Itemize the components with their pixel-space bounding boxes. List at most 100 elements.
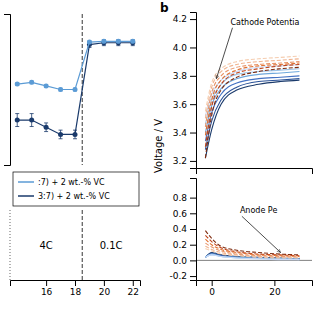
series-line [205,79,299,150]
tick: 3.8 [173,71,196,81]
tick-mark [190,47,196,48]
tick: -0.2 [169,271,196,281]
tick: 4.2 [173,14,196,24]
tick-label: 0 [209,287,215,297]
error-bar [44,123,48,132]
tick: 0.0 [173,256,196,266]
point [29,118,34,123]
point [58,132,63,137]
panel-label: b [160,1,169,15]
tick-mark [190,19,196,20]
tick-mark [190,76,196,77]
tick-label: 0.4 [173,224,188,234]
plot-area [205,56,299,158]
legend: :7) + 2 wt.-% VC3:7) + 2 wt.-% VC [13,172,139,206]
point [101,39,106,44]
tick: 22 [128,280,139,297]
tick-mark [212,280,213,286]
plot-area [10,14,135,165]
point [58,87,63,92]
point [29,80,34,85]
tick-label: 4.0 [173,43,188,53]
tick-label: 0.6 [173,209,188,219]
series-line [205,67,299,158]
y-axis-line [4,15,11,166]
tick-label: 3.4 [173,128,188,138]
tick-mark [190,276,196,277]
x-axis: 16 18 20 22 [11,280,141,297]
reference-line [9,210,10,280]
series-line [205,243,299,257]
tick-mark [274,280,275,286]
x-axis-line [197,169,313,175]
y-axis-line [190,179,197,281]
tick: 4.0 [173,43,196,53]
annotation: Cathode Potentia [230,18,299,27]
tick-label: 22 [128,287,139,297]
error-bar [59,130,63,139]
legend-swatch [18,181,34,183]
tick-label: 4.2 [173,14,187,24]
tick-label: 3.2 [173,156,187,166]
error-bar [15,114,19,127]
series-line [205,246,299,257]
tick: 0.4 [173,224,196,234]
series-line [205,72,299,133]
tick-mark [190,104,196,105]
series-line [205,63,299,135]
error-bar [73,130,77,139]
tick: 0.2 [173,240,196,250]
y-axis-line [190,13,197,169]
series-line [205,69,299,124]
y-axis [4,15,11,166]
tick-label: 18 [70,287,82,297]
y-axis: -0.2 0.0 0.2 0.4 0.6 0.8 [169,179,196,282]
tick: 0.6 [173,209,196,219]
tick-label: 0.8 [173,193,188,203]
series-line [205,231,299,255]
tick: 16 [41,280,53,297]
tick-mark [190,245,196,246]
tick-mark [133,280,134,286]
point [73,132,78,137]
series-line [205,62,299,127]
tick-mark [190,198,196,199]
tick-mark [46,280,47,286]
x-axis-line [197,281,313,287]
tick: 20 [99,280,111,297]
region-label: 4C [39,240,52,251]
x-axis [197,169,313,175]
tick: 0.8 [173,193,196,203]
tick-label: -0.2 [169,271,187,281]
tick-label: 16 [41,287,53,297]
series-line [205,56,299,111]
tick-label: 20 [269,287,281,297]
region-label: 0.1C [100,240,123,251]
point [15,82,20,87]
x-axis: 0 20 [197,280,313,297]
point [44,83,49,88]
error-bar [30,114,34,127]
annotation-arrow [216,28,232,79]
tick-mark [190,260,196,261]
point [130,39,135,44]
series-line [17,41,133,89]
point [87,40,92,45]
annotation: Anode Pe [240,206,278,215]
plot-area [196,231,312,261]
tick: 3.2 [173,156,196,166]
tick-mark [190,229,196,230]
tick: 0 [209,280,215,297]
tick-mark [190,213,196,214]
tick-label: 0.2 [173,240,187,250]
legend-label: :7) + 2 wt.-% VC [38,178,105,187]
tick-label: 3.6 [173,100,188,110]
tick-label: 20 [99,287,111,297]
annotation-arrow [242,216,281,252]
x-axis-line [11,281,141,287]
series-line [17,43,133,135]
series-line [205,249,299,258]
tick: 18 [70,280,82,297]
y-axis-title: Voltage / V [153,119,164,173]
tick: 3.6 [173,100,196,110]
